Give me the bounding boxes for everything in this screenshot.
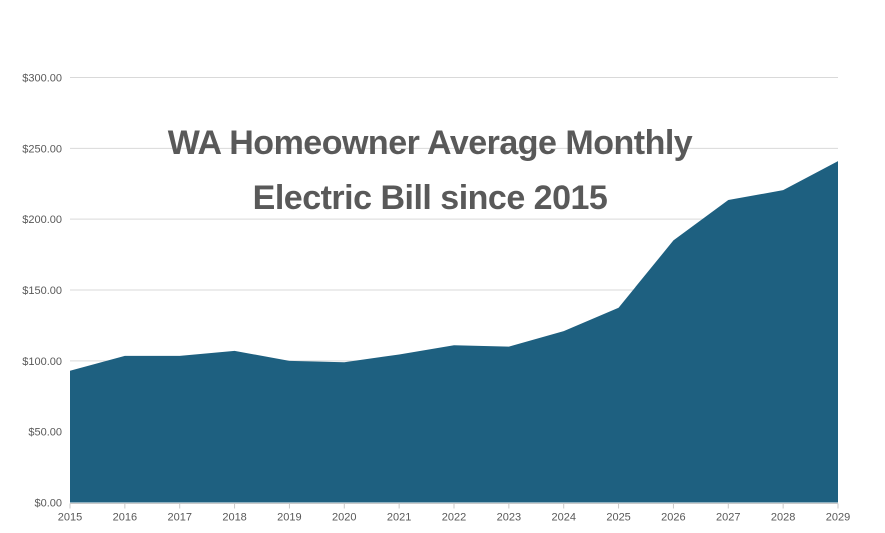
x-tick-label: 2024 bbox=[551, 512, 575, 524]
y-tick-label: $200.00 bbox=[22, 214, 62, 226]
x-tick-label: 2025 bbox=[606, 512, 630, 524]
x-tick-label: 2023 bbox=[497, 512, 521, 524]
y-tick-label: $50.00 bbox=[28, 427, 62, 439]
x-tick-label: 2017 bbox=[167, 512, 191, 524]
x-tick-label: 2022 bbox=[442, 512, 466, 524]
y-tick-label: $300.00 bbox=[22, 73, 62, 85]
x-tick-label: 2026 bbox=[661, 512, 685, 524]
x-tick-label: 2028 bbox=[771, 512, 795, 524]
x-tick-label: 2020 bbox=[332, 512, 356, 524]
y-tick-label: $150.00 bbox=[22, 285, 62, 297]
x-tick-label: 2016 bbox=[113, 512, 137, 524]
y-tick-label: $100.00 bbox=[22, 356, 62, 368]
x-tick-label: 2021 bbox=[387, 512, 411, 524]
x-tick-label: 2019 bbox=[277, 512, 301, 524]
y-tick-label: $250.00 bbox=[22, 143, 62, 155]
y-tick-label: $0.00 bbox=[34, 498, 62, 510]
x-tick-label: 2027 bbox=[716, 512, 740, 524]
x-tick-label: 2029 bbox=[826, 512, 850, 524]
x-tick-label: 2018 bbox=[222, 512, 246, 524]
x-tick-label: 2015 bbox=[58, 512, 82, 524]
area-series bbox=[70, 161, 838, 503]
